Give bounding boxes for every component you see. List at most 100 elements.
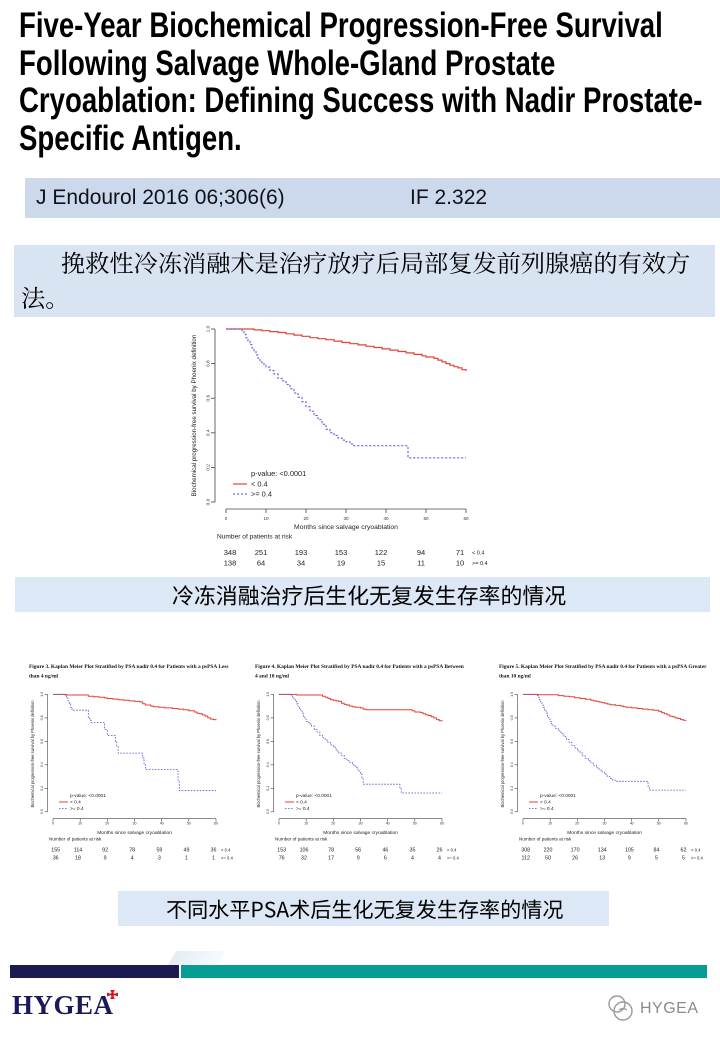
svg-text:0.0: 0.0 (510, 809, 514, 814)
svg-text:134: 134 (598, 847, 607, 853)
svg-text:< 0.4: < 0.4 (221, 847, 231, 852)
svg-text:20: 20 (575, 822, 579, 826)
svg-text:76: 76 (279, 856, 285, 862)
svg-text:5: 5 (655, 856, 658, 862)
svg-text:0.4: 0.4 (510, 762, 514, 767)
svg-text:Months since salvage cryoablat: Months since salvage cryoablation (323, 830, 398, 836)
svg-text:>= 0.4: >= 0.4 (540, 806, 554, 812)
svg-text:Number of patients at risk: Number of patients at risk (275, 837, 328, 842)
svg-text:138: 138 (224, 559, 237, 568)
svg-text:0.6: 0.6 (266, 739, 270, 744)
svg-text:155: 155 (51, 847, 60, 853)
svg-text:Biochemical progression-free s: Biochemical progression-free survival by… (30, 700, 35, 808)
svg-text:5: 5 (682, 856, 685, 862)
svg-text:0.0: 0.0 (40, 809, 44, 814)
svg-text:0: 0 (522, 822, 524, 826)
svg-text:40: 40 (383, 516, 389, 521)
svg-text:Biochemical progression-free s: Biochemical progression-free survival by… (191, 334, 198, 496)
svg-text:p-value: <0.0001: p-value: <0.0001 (540, 793, 576, 799)
svg-text:20: 20 (331, 822, 335, 826)
svg-text:26: 26 (572, 856, 578, 862)
svg-text:26: 26 (437, 847, 443, 853)
svg-text:36: 36 (211, 847, 217, 853)
svg-text:153: 153 (335, 548, 348, 557)
svg-text:0.8: 0.8 (205, 360, 211, 367)
svg-text:15: 15 (377, 559, 385, 568)
svg-text:20: 20 (105, 822, 109, 826)
svg-text:0.2: 0.2 (205, 464, 211, 471)
svg-text:17: 17 (328, 856, 334, 862)
svg-text:0.4: 0.4 (266, 762, 270, 767)
svg-text:0.2: 0.2 (510, 786, 514, 791)
svg-text:>= 0.4: >= 0.4 (70, 806, 84, 812)
svg-text:251: 251 (255, 548, 268, 557)
svg-text:13: 13 (599, 856, 605, 862)
svg-text:< 0.4: < 0.4 (691, 847, 701, 852)
svg-text:0: 0 (225, 516, 228, 521)
svg-text:84: 84 (654, 847, 660, 853)
svg-text:0.8: 0.8 (510, 715, 514, 720)
svg-text:0.6: 0.6 (40, 739, 44, 744)
svg-text:193: 193 (295, 548, 308, 557)
svg-text:62: 62 (681, 847, 687, 853)
svg-text:< 0.4: < 0.4 (296, 800, 307, 806)
svg-text:40: 40 (386, 822, 390, 826)
svg-text:112: 112 (521, 856, 529, 862)
svg-text:50: 50 (187, 822, 191, 826)
svg-text:< 0.4: < 0.4 (251, 480, 268, 489)
svg-text:34: 34 (297, 559, 305, 568)
svg-text:114: 114 (74, 847, 82, 853)
svg-text:170: 170 (571, 847, 580, 853)
svg-text:20: 20 (303, 516, 309, 521)
svg-text:Biochemical progression-free s: Biochemical progression-free survival by… (500, 700, 505, 808)
svg-text:220: 220 (544, 847, 553, 853)
svg-text:30: 30 (343, 516, 349, 521)
svg-text:Figure 3. Kaplan Meier Plot St: Figure 3. Kaplan Meier Plot Stratified b… (29, 664, 229, 670)
svg-text:56: 56 (355, 847, 361, 853)
svg-text:30: 30 (603, 822, 607, 826)
svg-text:122: 122 (375, 548, 388, 557)
svg-text:p-value: <0.0001: p-value: <0.0001 (296, 793, 332, 799)
svg-text:106: 106 (300, 847, 309, 853)
svg-text:Number of patients at risk: Number of patients at risk (49, 837, 102, 842)
svg-text:0.0: 0.0 (205, 498, 211, 505)
svg-text:4 and 10 ng/ml: 4 and 10 ng/ml (255, 674, 290, 680)
svg-text:1.0: 1.0 (266, 692, 270, 697)
svg-text:11: 11 (417, 559, 425, 568)
svg-text:>= 0.4: >= 0.4 (691, 856, 704, 861)
svg-text:than 10 ng/ml: than 10 ng/ml (499, 674, 531, 680)
svg-text:0.4: 0.4 (40, 762, 44, 767)
svg-text:36: 36 (53, 856, 59, 862)
svg-text:p-value: <0.0001: p-value: <0.0001 (251, 469, 306, 478)
svg-text:1: 1 (212, 856, 215, 862)
svg-text:94: 94 (417, 548, 425, 557)
svg-text:10: 10 (263, 516, 269, 521)
svg-text:92: 92 (102, 847, 108, 853)
svg-text:Months since salvage cryoablat: Months since salvage cryoablation (294, 524, 398, 531)
svg-text:308: 308 (521, 847, 530, 853)
svg-text:Number of patients at risk: Number of patients at risk (217, 534, 293, 541)
svg-text:than 4 ng/ml: than 4 ng/ml (29, 674, 59, 680)
svg-text:1: 1 (185, 856, 188, 862)
svg-text:>= 0.4: >= 0.4 (251, 490, 272, 499)
svg-text:0.0: 0.0 (266, 809, 270, 814)
svg-text:4: 4 (411, 856, 414, 862)
svg-text:Biochemical progression-free s: Biochemical progression-free survival by… (256, 700, 261, 808)
svg-text:>= 0.4: >= 0.4 (472, 561, 488, 567)
svg-text:60: 60 (684, 822, 688, 826)
svg-text:4: 4 (131, 856, 134, 862)
svg-text:60: 60 (214, 822, 218, 826)
svg-text:60: 60 (440, 822, 444, 826)
svg-text:Months since salvage cryoablat: Months since salvage cryoablation (567, 830, 642, 836)
svg-text:>= 0.4: >= 0.4 (447, 856, 460, 861)
svg-text:78: 78 (129, 847, 135, 853)
svg-text:18: 18 (75, 856, 81, 862)
svg-text:35: 35 (410, 847, 416, 853)
svg-text:0: 0 (278, 822, 280, 826)
svg-text:1.0: 1.0 (205, 325, 211, 332)
svg-text:348: 348 (224, 548, 237, 557)
svg-text:105: 105 (625, 847, 634, 853)
svg-text:50: 50 (545, 856, 551, 862)
svg-text:10: 10 (548, 822, 552, 826)
svg-text:0.2: 0.2 (40, 786, 44, 791)
